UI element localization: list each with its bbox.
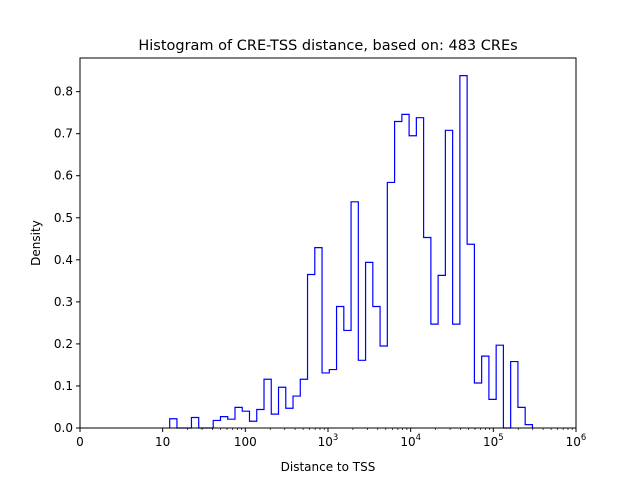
histogram-bin bbox=[424, 238, 431, 428]
histogram-bin bbox=[235, 407, 242, 428]
y-tick-label: 0.1 bbox=[54, 379, 73, 393]
x-tick-label: 105 bbox=[483, 433, 504, 449]
histogram-bin bbox=[300, 379, 307, 428]
x-tick-label: 100 bbox=[234, 435, 257, 449]
y-tick-label: 0.4 bbox=[54, 253, 73, 267]
plot-area: 0 10 100 103 104 105 106 0.0 0.1 0.2 0.3 0.4 0.5 0.6 0… bbox=[54, 57, 587, 449]
y-tick-label: 0.5 bbox=[54, 211, 73, 225]
histogram-bin bbox=[322, 373, 329, 428]
histogram-bin bbox=[489, 399, 496, 428]
histogram-bin bbox=[445, 130, 452, 428]
histogram-bin bbox=[337, 306, 344, 428]
histogram-bin bbox=[409, 136, 416, 428]
histogram-bin bbox=[438, 275, 445, 428]
histogram-bin bbox=[249, 421, 256, 428]
x-tick-label: 10 bbox=[155, 435, 170, 449]
histogram-bin bbox=[257, 410, 264, 429]
histogram-bin bbox=[380, 346, 387, 428]
histogram-bin bbox=[279, 387, 286, 428]
histogram-bin bbox=[264, 379, 271, 428]
histogram-bin bbox=[453, 324, 460, 428]
histogram-bin bbox=[308, 275, 315, 428]
histogram-bin bbox=[496, 345, 503, 428]
chart-title: Histogram of CRE-TSS distance, based on:… bbox=[138, 38, 517, 54]
histogram-bin bbox=[351, 202, 358, 428]
y-axis-label: Density bbox=[29, 220, 43, 266]
histogram-bin bbox=[431, 324, 438, 428]
histogram-bin bbox=[358, 360, 365, 428]
histogram-bin bbox=[315, 248, 322, 428]
histogram-step-line bbox=[169, 75, 534, 429]
histogram-bin bbox=[242, 411, 249, 428]
histogram-bin bbox=[170, 419, 177, 428]
histogram-bin bbox=[474, 383, 481, 428]
histogram-bin bbox=[220, 417, 227, 428]
histogram-bin bbox=[344, 330, 351, 428]
histogram-bin bbox=[518, 407, 525, 428]
y-tick-label: 0.3 bbox=[54, 295, 73, 309]
y-tick-label: 0.6 bbox=[54, 169, 73, 183]
histogram-bin bbox=[416, 118, 423, 428]
y-tick-label: 0.8 bbox=[54, 85, 73, 99]
histogram-bin bbox=[271, 414, 278, 428]
x-tick-label: 106 bbox=[566, 433, 587, 449]
y-tick-label: 0.2 bbox=[54, 337, 73, 351]
histogram-bin bbox=[286, 408, 293, 428]
y-tick-label: 0.0 bbox=[54, 421, 73, 435]
histogram-bin bbox=[467, 244, 474, 428]
histogram-bin bbox=[228, 419, 235, 428]
histogram-bin bbox=[511, 362, 518, 428]
x-tick-label: 103 bbox=[318, 433, 339, 449]
x-tick-label: 104 bbox=[400, 433, 421, 449]
histogram-bin bbox=[293, 396, 300, 428]
histogram-bin bbox=[402, 114, 409, 428]
histogram-bin bbox=[395, 121, 402, 428]
x-axis-label: Distance to TSS bbox=[281, 460, 376, 474]
histogram-bin bbox=[460, 76, 467, 428]
histogram-bin bbox=[329, 370, 336, 428]
y-tick-label: 0.7 bbox=[54, 127, 73, 141]
histogram-bin bbox=[373, 306, 380, 428]
histogram-bin bbox=[191, 417, 198, 428]
histogram-bin bbox=[482, 356, 489, 428]
x-tick-label: 0 bbox=[76, 435, 84, 449]
histogram-bin bbox=[387, 182, 394, 428]
histogram-bin bbox=[213, 420, 220, 428]
histogram-bin bbox=[366, 262, 373, 428]
